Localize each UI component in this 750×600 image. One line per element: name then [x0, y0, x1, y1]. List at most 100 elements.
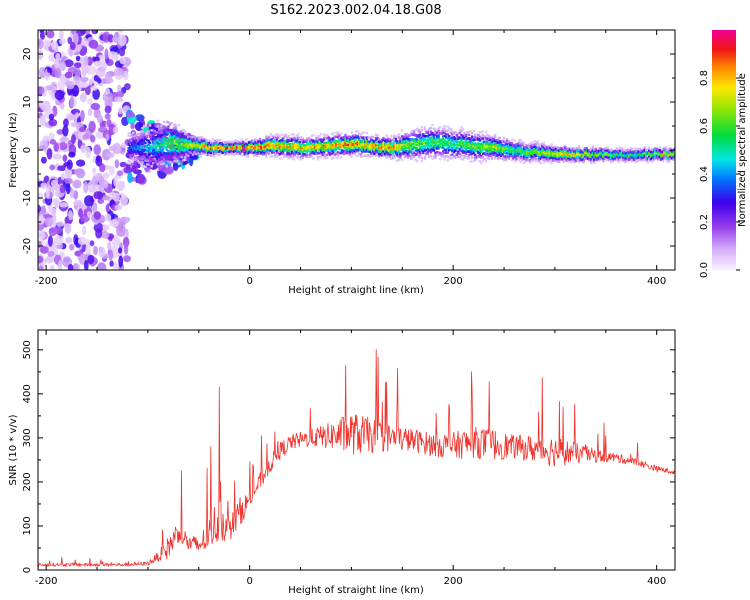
ridge-cell: [529, 145, 532, 148]
ridge-cell: [153, 155, 156, 158]
ridge-cell: [281, 143, 285, 146]
ridge-cell: [409, 133, 413, 136]
noise-blob: [91, 30, 98, 35]
ridge-cell: [446, 133, 449, 136]
ridge-cell: [472, 160, 475, 163]
ridge-cell: [419, 130, 422, 134]
ridge-cell: [620, 155, 623, 158]
ridge-cell: [322, 136, 326, 140]
ridge-cell: [405, 141, 408, 144]
ridge-cell: [539, 152, 543, 155]
noise-blob: [57, 165, 67, 172]
ridge-cell: [130, 150, 133, 153]
ridge-cell: [420, 159, 423, 163]
ridge-cell: [562, 151, 565, 154]
ridge-cell: [666, 148, 669, 151]
ridge-cell: [326, 141, 329, 144]
ridge-cell: [268, 149, 271, 152]
ridge-cell: [600, 148, 604, 151]
ridge-cell: [293, 140, 297, 143]
ridge-cell: [431, 140, 434, 143]
ridge-cell: [472, 147, 475, 150]
noise-blob: [119, 57, 126, 65]
ridge-cell: [629, 157, 633, 160]
ridge-cell: [332, 132, 335, 135]
ridge-cell: [480, 131, 483, 134]
ridge-cell: [457, 152, 460, 155]
ridge-cell: [532, 148, 535, 152]
ridge-cell: [429, 130, 433, 133]
ridge-cell: [243, 148, 246, 152]
ridge-cell: [521, 142, 524, 145]
ridge-cell: [144, 136, 147, 139]
ridge-cell: [631, 159, 634, 163]
ridge-cell: [634, 152, 637, 155]
ridge-cell: [510, 144, 514, 147]
ridge-cell: [585, 154, 588, 157]
noise-blob: [88, 39, 99, 49]
ridge-cell: [466, 144, 469, 147]
ridge-cell: [591, 152, 594, 156]
ridge-cell: [171, 146, 175, 149]
ridge-cell: [574, 151, 578, 154]
ridge-cell: [419, 139, 422, 143]
ridge-cell: [451, 157, 454, 160]
ridge-cell: [324, 156, 327, 160]
ridge-cell: [351, 144, 355, 147]
ridge-cell: [419, 133, 422, 136]
ridge-cell: [495, 146, 498, 150]
ridge-cell: [417, 140, 420, 143]
ridge-cell: [435, 144, 439, 147]
ridge-cell: [292, 145, 295, 148]
ridge-cell: [646, 152, 649, 155]
ridge-cell: [521, 152, 524, 155]
ridge-cell: [440, 146, 443, 149]
ridge-cell: [199, 146, 202, 149]
ridge-cell: [649, 149, 652, 152]
ridge-cell: [458, 142, 462, 145]
ridge-cell: [402, 147, 405, 150]
ridge-cell: [451, 150, 454, 153]
ridge-cell: [565, 158, 568, 162]
ridge-cell: [637, 159, 640, 162]
ridge-cell: [646, 156, 649, 159]
ridge-cell: [435, 131, 439, 134]
ridge-cell: [545, 157, 549, 160]
ridge-cell: [503, 147, 506, 151]
ridge-cell: [594, 148, 597, 151]
ridge-cell: [504, 149, 507, 152]
ridge-cell: [322, 147, 326, 151]
ridge-cell: [307, 149, 311, 152]
ridge-cell: [416, 134, 419, 137]
ridge-cell: [553, 148, 556, 151]
ridge-cell: [188, 135, 191, 138]
ridge-cell: [503, 140, 506, 143]
ridge-cell: [307, 142, 311, 145]
ridge-cell: [512, 148, 515, 151]
ridge-cell: [190, 141, 193, 144]
ridge-cell: [203, 139, 207, 142]
ridge-cell: [321, 152, 324, 155]
ridge-cell: [382, 151, 385, 154]
ridge-cell: [399, 144, 402, 147]
ridge-cell: [202, 139, 205, 143]
ridge-cell: [547, 149, 550, 152]
ridge-cell: [258, 152, 262, 155]
ridge-cell: [292, 158, 295, 161]
ridge-cell: [130, 148, 133, 152]
ridge-cell: [226, 143, 230, 146]
ridge-cell: [191, 143, 195, 146]
ridge-cell: [411, 140, 414, 143]
ridge-cell: [493, 151, 497, 154]
ridge-cell: [211, 138, 214, 141]
ridge-cell: [213, 142, 216, 145]
ridge-cell: [535, 143, 538, 146]
noise-blob: [65, 237, 73, 244]
ridge-cell: [300, 155, 303, 158]
ridge-cell: [422, 137, 425, 140]
ridge-cell: [506, 139, 509, 143]
ridge-cell: [364, 147, 367, 150]
ridge-cell: [292, 152, 295, 155]
ridge-cell: [510, 141, 514, 145]
ridge-cell: [214, 140, 217, 143]
